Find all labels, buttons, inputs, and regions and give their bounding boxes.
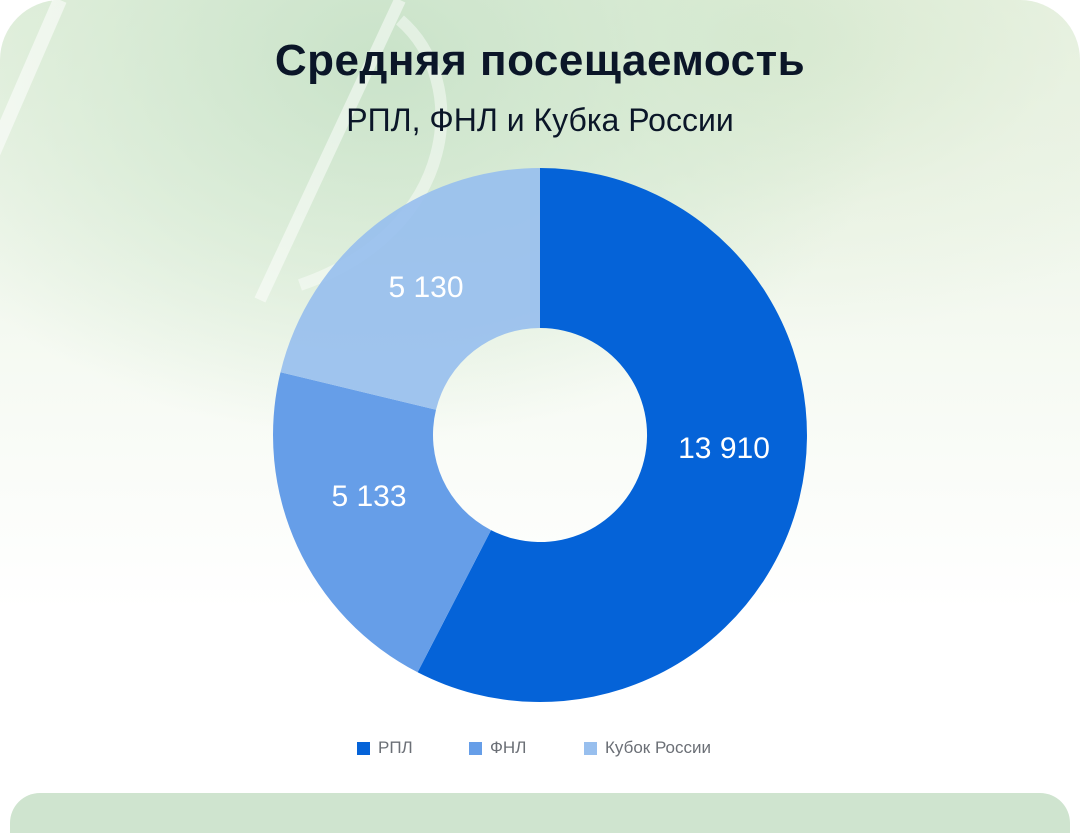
value-label-rpl: 13 910 [678,432,770,465]
legend-swatch-icon [357,741,370,755]
legend-item-rpl[interactable]: РПЛ [357,738,413,758]
chart-subtitle: РПЛ, ФНЛ и Кубка России [346,102,734,138]
donut-chart [273,168,807,702]
chart-legend: РПЛ ФНЛ Кубок России [0,738,1080,760]
legend-label: Кубок России [605,738,711,757]
legend-label: ФНЛ [490,738,527,757]
legend-label: РПЛ [378,738,413,757]
value-label-fnl: 5 133 [331,480,407,513]
value-label-cup: 5 130 [388,271,464,304]
segment-rpl[interactable] [417,168,807,702]
legend-item-cup[interactable]: Кубок России [584,738,711,758]
chart-title: Средняя посещаемость [274,36,806,85]
legend-item-fnl[interactable]: ФНЛ [469,738,526,758]
chart-card: Средняя посещаемость РПЛ, ФНЛ и Кубка Ро… [0,0,1080,814]
legend-swatch-icon [469,741,482,755]
segment-cup[interactable] [280,168,541,410]
legend-swatch-icon [584,741,597,755]
bottom-band [10,793,1070,833]
segment-fnl[interactable] [273,372,491,673]
